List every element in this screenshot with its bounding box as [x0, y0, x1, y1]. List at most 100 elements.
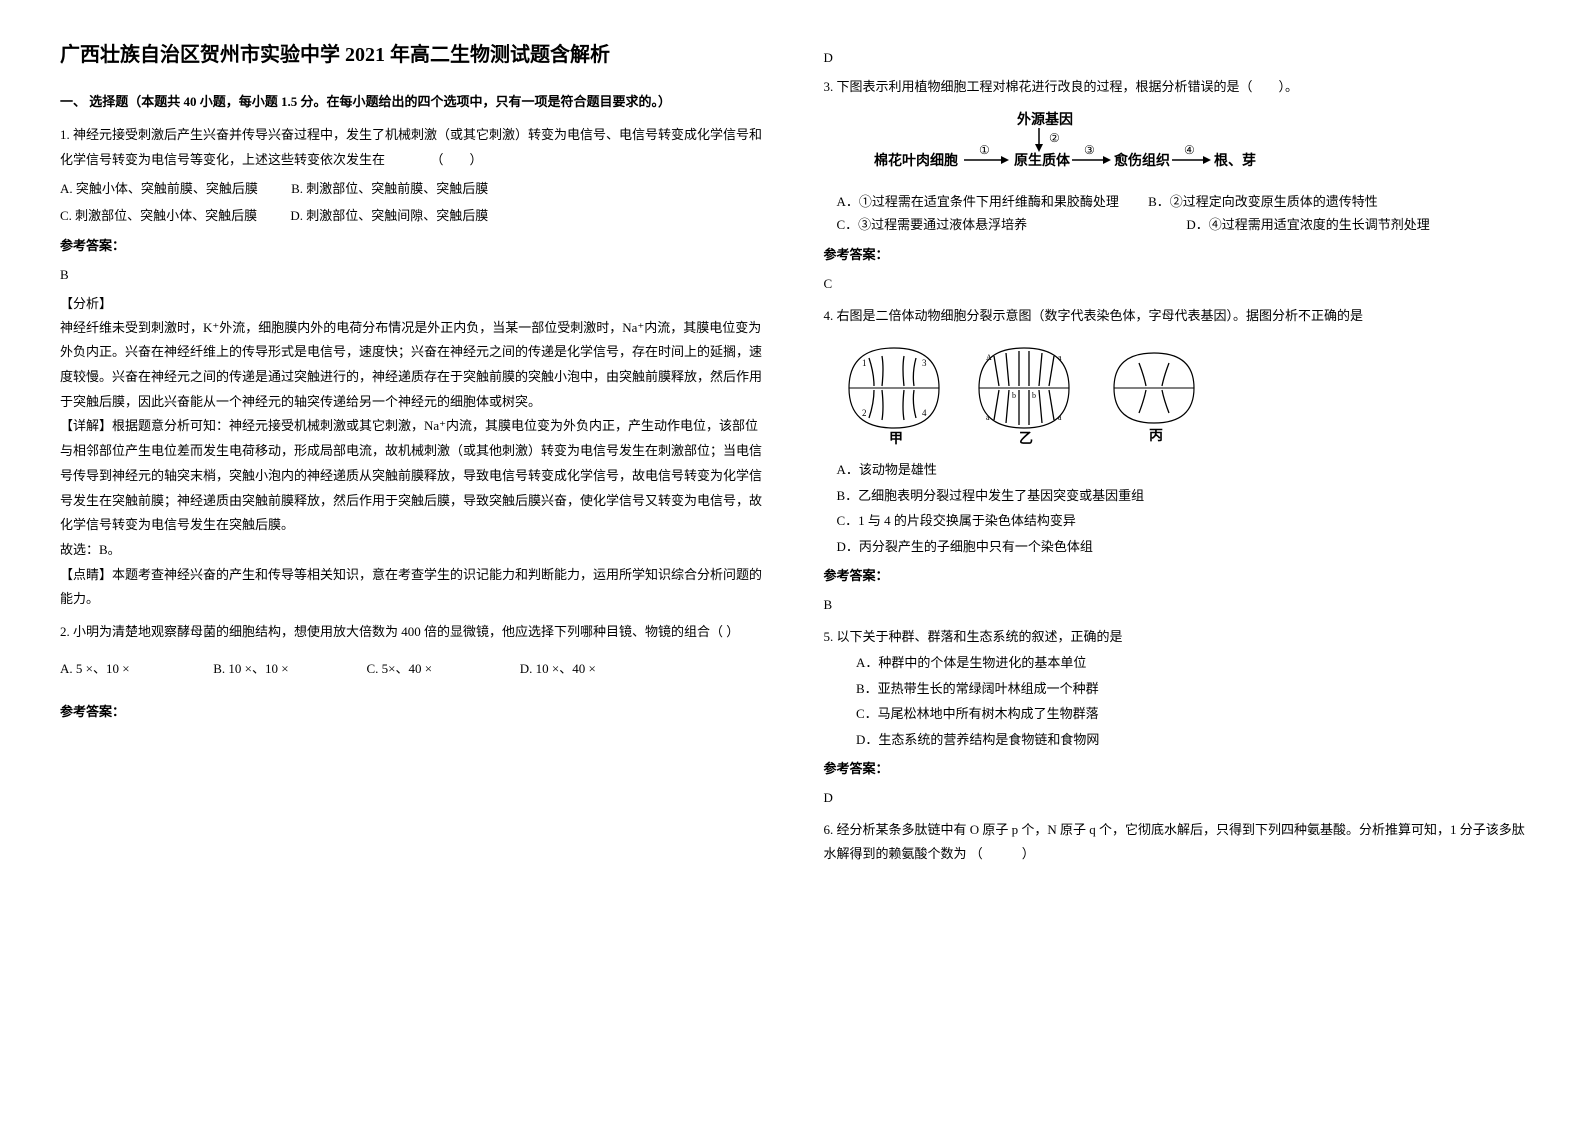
question-3: 3. 下图表示利用植物细胞工程对棉花进行改良的过程，根据分析错误的是（ ）。 外… [824, 75, 1528, 295]
svg-text:a: a [986, 413, 990, 422]
question-1-options-2: C. 刺激部位、突触小体、突触后膜 D. 刺激部位、突触间隙、突触后膜 [60, 204, 764, 227]
question-1-num: 1. [60, 127, 70, 142]
q4-answer: B [824, 593, 1528, 616]
question-4-text: 4. 右图是二倍体动物细胞分裂示意图（数字代表染色体，字母代表基因）。据图分析不… [824, 304, 1528, 329]
question-1-options: A. 突触小体、突触前膜、突触后膜 B. 刺激部位、突触前膜、突触后膜 [60, 177, 764, 200]
q3-answer-label: 参考答案： [824, 243, 1528, 266]
question-6-num: 6. [824, 822, 834, 837]
q3-flowchart-svg: 外源基因 ② 棉花叶肉细胞 原生质体 愈伤组织 根、芽 ① ③ [824, 110, 1264, 180]
question-3-options: A．①过程需在适宜条件下用纤维酶和果胶酶处理 B．②过程定向改变原生质体的遗传特… [824, 190, 1528, 237]
arrow-down-head [1035, 144, 1043, 152]
q5-option-b: B．亚热带生长的常绿阔叶林组成一个种群 [856, 677, 1527, 700]
svg-text:1: 1 [862, 358, 867, 368]
q1-point-label: 【点睛】 [60, 567, 112, 582]
svg-text:a: a [1058, 413, 1062, 422]
q4-option-d: D．丙分裂产生的子细胞中只有一个染色体组 [837, 535, 1528, 558]
cell-jia-label: 甲 [889, 431, 903, 447]
q3-option-c: C．③过程需要通过液体悬浮培养 [837, 213, 1028, 236]
question-3-body: 下图表示利用植物细胞工程对棉花进行改良的过程，根据分析错误的是（ ）。 [837, 79, 1299, 94]
q1-answer: B [60, 263, 764, 286]
question-4-body: 右图是二倍体动物细胞分裂示意图（数字代表染色体，字母代表基因）。据图分析不正确的… [837, 308, 1364, 323]
q3-option-b: B．②过程定向改变原生质体的遗传特性 [1148, 190, 1378, 213]
question-5: 5. 以下关于种群、群落和生态系统的叙述，正确的是 A．种群中的个体是生物进化的… [824, 625, 1528, 810]
question-6-body: 经分析某条多肽链中有 O 原子 p 个，N 原子 q 个，它彻底水解后，只得到下… [824, 822, 1525, 862]
q2-option-d: D. 10 ×、40 × [520, 657, 596, 680]
q1-option-d: D. 刺激部位、突触间隙、突触后膜 [290, 204, 488, 227]
q3-diagram: 外源基因 ② 棉花叶肉细胞 原生质体 愈伤组织 根、芽 ① ③ [824, 110, 1528, 180]
question-5-num: 5. [824, 629, 834, 644]
question-1-text: 1. 神经元接受刺激后产生兴奋并传导兴奋过程中，发生了机械刺激（或其它刺激）转变… [60, 123, 764, 172]
cell-yi: A a a a b b 乙 [979, 348, 1069, 447]
diagram-node4: 根、芽 [1214, 152, 1256, 169]
svg-text:A: A [986, 353, 992, 362]
q4-cells-svg: 1 2 3 4 甲 A a a a [834, 338, 1214, 448]
question-4-num: 4. [824, 308, 834, 323]
diagram-label-3: ③ [1084, 143, 1095, 157]
q4-option-c: C．1 与 4 的片段交换属于染色体结构变异 [837, 509, 1528, 532]
q2-option-b: B. 10 ×、10 × [213, 657, 363, 680]
q1-detail-text: 根据题意分析可知：神经元接受机械刺激或其它刺激，Na⁺内流，其膜电位变为外负内正… [60, 418, 762, 532]
document-title: 广西壮族自治区贺州市实验中学 2021 年高二生物测试题含解析 [60, 40, 764, 70]
arrow1-head [1001, 156, 1009, 164]
cell-yi-label: 乙 [1019, 431, 1033, 447]
q1-point: 【点睛】本题考查神经兴奋的产生和传导等相关知识，意在考查学生的识记能力和判断能力… [60, 563, 764, 612]
q5-answer: D [824, 786, 1528, 809]
diagram-label-4: ④ [1184, 143, 1195, 157]
q4-answer-label: 参考答案： [824, 564, 1528, 587]
svg-text:a: a [1058, 353, 1062, 362]
svg-text:4: 4 [922, 408, 927, 418]
page-container: 广西壮族自治区贺州市实验中学 2021 年高二生物测试题含解析 一、 选择题（本… [60, 40, 1527, 875]
q5-option-c: C．马尾松林地中所有树木构成了生物群落 [856, 702, 1527, 725]
q1-answer-label: 参考答案： [60, 234, 764, 257]
q5-answer-label: 参考答案： [824, 757, 1528, 780]
q1-option-b: B. 刺激部位、突触前膜、突触后膜 [291, 177, 488, 200]
q1-analysis: 神经纤维未受到刺激时，K⁺外流，细胞膜内外的电荷分布情况是外正内负，当某一部位受… [60, 316, 764, 415]
arrow3-head [1103, 156, 1111, 164]
question-6: 6. 经分析某条多肽链中有 O 原子 p 个，N 原子 q 个，它彻底水解后，只… [824, 818, 1528, 867]
q4-option-a: A．该动物是雄性 [837, 458, 1528, 481]
q2-option-c: C. 5×、40 × [367, 657, 517, 680]
question-1: 1. 神经元接受刺激后产生兴奋并传导兴奋过程中，发生了机械刺激（或其它刺激）转变… [60, 123, 764, 612]
question-2-body: 小明为清楚地观察酵母菌的细胞结构，想使用放大倍数为 400 倍的显微镜，他应选择… [73, 624, 739, 639]
question-2-options: A. 5 ×、10 × B. 10 ×、10 × C. 5×、40 × D. 1… [60, 657, 764, 680]
diagram-label-2: ② [1049, 131, 1060, 145]
question-2: 2. 小明为清楚地观察酵母菌的细胞结构，想使用放大倍数为 400 倍的显微镜，他… [60, 620, 764, 723]
question-3-text: 3. 下图表示利用植物细胞工程对棉花进行改良的过程，根据分析错误的是（ ）。 [824, 75, 1528, 100]
cell-bing: 丙 [1114, 353, 1194, 444]
q1-point-text: 本题考查神经兴奋的产生和传导等相关知识，意在考查学生的识记能力和判断能力，运用所… [60, 567, 762, 607]
right-column: D 3. 下图表示利用植物细胞工程对棉花进行改良的过程，根据分析错误的是（ ）。… [824, 40, 1528, 875]
q5-option-a: A．种群中的个体是生物进化的基本单位 [856, 651, 1527, 674]
q4-diagram: 1 2 3 4 甲 A a a a [834, 338, 1528, 448]
left-column: 广西壮族自治区贺州市实验中学 2021 年高二生物测试题含解析 一、 选择题（本… [60, 40, 764, 875]
svg-text:b: b [1012, 391, 1016, 400]
q3-option-a: A．①过程需在适宜条件下用纤维酶和果胶酶处理 [837, 190, 1119, 213]
q2-answer-label: 参考答案： [60, 700, 764, 723]
section-header: 一、 选择题（本题共 40 小题，每小题 1.5 分。在每小题给出的四个选项中，… [60, 90, 764, 113]
q1-option-c: C. 刺激部位、突触小体、突触后膜 [60, 204, 257, 227]
cell-jia: 1 2 3 4 甲 [849, 348, 939, 447]
diagram-node3: 愈伤组织 [1113, 152, 1170, 169]
q2-option-a: A. 5 ×、10 × [60, 657, 210, 680]
q5-option-d: D．生态系统的营养结构是食物链和食物网 [856, 728, 1527, 751]
question-3-num: 3. [824, 79, 834, 94]
question-5-options: A．种群中的个体是生物进化的基本单位 B．亚热带生长的常绿阔叶林组成一个种群 C… [856, 651, 1527, 751]
q3-option-d: D．④过程需用适宜浓度的生长调节剂处理 [1186, 213, 1429, 236]
arrow4-head [1203, 156, 1211, 164]
q1-detail: 【详解】根据题意分析可知：神经元接受机械刺激或其它刺激，Na⁺内流，其膜电位变为… [60, 414, 764, 537]
question-5-text: 5. 以下关于种群、群落和生态系统的叙述，正确的是 [824, 625, 1528, 650]
q2-answer: D [824, 46, 1528, 69]
svg-text:3: 3 [922, 358, 927, 368]
question-2-num: 2. [60, 624, 70, 639]
question-4: 4. 右图是二倍体动物细胞分裂示意图（数字代表染色体，字母代表基因）。据图分析不… [824, 304, 1528, 617]
question-1-body: 神经元接受刺激后产生兴奋并传导兴奋过程中，发生了机械刺激（或其它刺激）转变为电信… [60, 127, 762, 167]
diagram-top-label: 外源基因 [1017, 111, 1073, 128]
diagram-node1: 棉花叶肉细胞 [874, 152, 958, 169]
question-5-body: 以下关于种群、群落和生态系统的叙述，正确的是 [837, 629, 1123, 644]
question-2-text: 2. 小明为清楚地观察酵母菌的细胞结构，想使用放大倍数为 400 倍的显微镜，他… [60, 620, 764, 645]
question-4-options: A．该动物是雄性 B．乙细胞表明分裂过程中发生了基因突变或基因重组 C．1 与 … [837, 458, 1528, 558]
question-6-text: 6. 经分析某条多肽链中有 O 原子 p 个，N 原子 q 个，它彻底水解后，只… [824, 818, 1528, 867]
svg-text:b: b [1032, 391, 1036, 400]
svg-text:2: 2 [862, 408, 867, 418]
q1-analysis-label: 【分析】 [60, 292, 764, 315]
diagram-label-1: ① [979, 143, 990, 157]
